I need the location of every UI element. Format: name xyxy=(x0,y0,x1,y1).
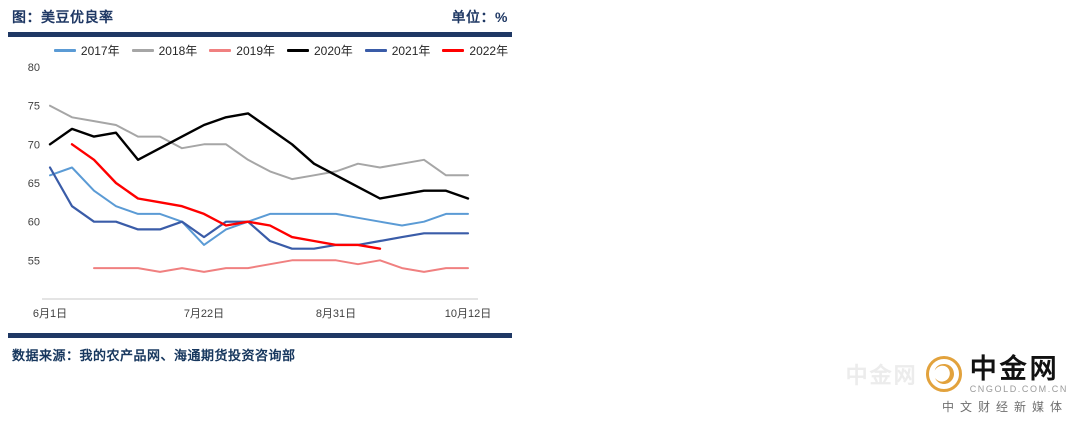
series-line-2017年 xyxy=(49,166,469,246)
bottom-divider xyxy=(8,333,512,338)
chart-panel: 图：美豆优良率 单位：% 2017年 2018年 2019年 2020年 2021年 20… xyxy=(8,5,512,364)
series-line-2018年 xyxy=(49,104,469,181)
chart-legend: 2017年 2018年 2019年 2020年 2021年 2022年 xyxy=(8,42,512,59)
x-tick-label: 6月1日 xyxy=(33,308,67,320)
y-tick-label: 80 xyxy=(28,62,40,74)
legend-item: 2018年 xyxy=(131,42,198,59)
brand-domain: CNGOLD.COM.CN xyxy=(969,384,1068,394)
cngold-seal-icon xyxy=(925,355,963,393)
legend-swatch xyxy=(209,49,232,52)
x-tick-label: 10月12日 xyxy=(445,308,491,320)
legend-label: 2022年 xyxy=(469,44,509,58)
y-tick-label: 65 xyxy=(28,178,40,190)
legend-label: 2017年 xyxy=(80,44,120,58)
legend-item: 2020年 xyxy=(287,42,353,59)
brand-logo: 中金网 中金网 CNGOLD.COM.CN 中文财经新媒体 xyxy=(846,354,1068,415)
title-row: 图：美豆优良率 单位：% xyxy=(8,5,512,29)
line-chart-svg: 55 60 65 70 75 80 6月1日 7月22日 8月31日 10月12日 xyxy=(28,62,491,320)
brand-name: 中金网 xyxy=(969,353,1060,384)
y-tick-label: 70 xyxy=(28,139,40,151)
legend-label: 2018年 xyxy=(158,44,198,58)
legend-item: 2017年 xyxy=(53,42,120,59)
series-line-2022年 xyxy=(70,143,382,250)
legend-swatch xyxy=(131,49,154,52)
legend-label: 2019年 xyxy=(236,44,275,58)
legend-swatch xyxy=(364,49,387,52)
series-line-2020年 xyxy=(48,112,470,200)
x-tick-label: 8月31日 xyxy=(316,308,356,320)
legend-item: 2019年 xyxy=(209,42,275,59)
legend-label: 2020年 xyxy=(314,44,353,58)
y-tick-label: 60 xyxy=(28,217,40,229)
series-line-2019年 xyxy=(93,259,469,273)
brand-row: 中金网 中金网 CNGOLD.COM.CN xyxy=(845,353,1068,394)
top-divider xyxy=(8,32,512,37)
legend-swatch xyxy=(53,49,76,52)
brand-text-block: 中金网 CNGOLD.COM.CN xyxy=(969,353,1068,394)
line-chart: 55 60 65 70 75 80 6月1日 7月22日 8月31日 10月12日 xyxy=(8,59,512,329)
source-note: 数据来源：我的农产品网、海通期货投资咨询部 xyxy=(12,348,296,363)
y-tick-label: 55 xyxy=(28,255,40,267)
legend-swatch xyxy=(287,49,309,52)
brand-watermark: 中金网 xyxy=(845,363,918,389)
chart-title: 图：美豆优良率 xyxy=(12,9,114,25)
legend-swatch xyxy=(442,49,465,52)
series-line-2021年 xyxy=(48,166,470,250)
legend-item: 2021年 xyxy=(364,42,431,59)
brand-tagline: 中文财经新媒体 xyxy=(941,400,1068,414)
unit-label: 单位：% xyxy=(451,9,508,25)
y-tick-label: 75 xyxy=(28,101,40,113)
legend-item: 2022年 xyxy=(442,42,508,59)
legend-label: 2021年 xyxy=(391,44,431,58)
x-tick-label: 7月22日 xyxy=(184,308,224,320)
